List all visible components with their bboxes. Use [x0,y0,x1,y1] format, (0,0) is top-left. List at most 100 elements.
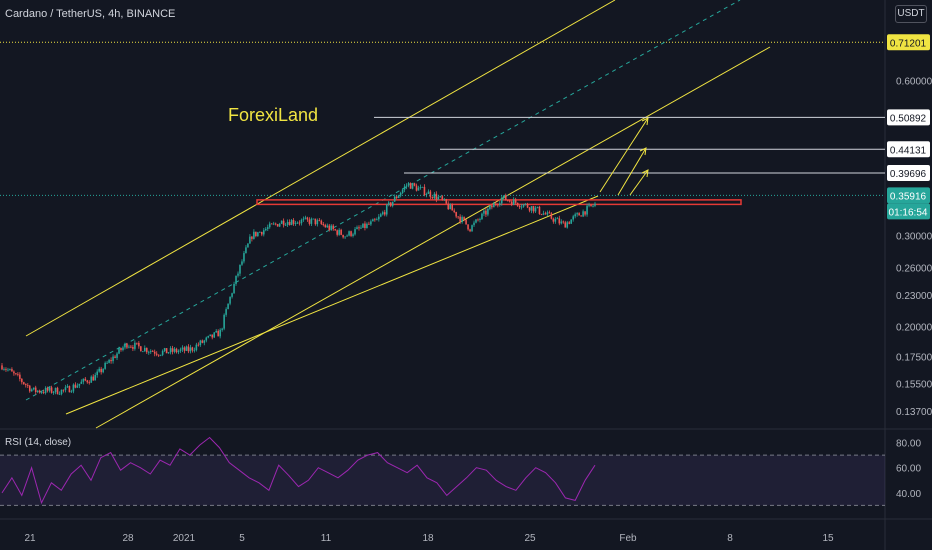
candle-body [419,187,422,188]
channel-lower-line [95,46,771,429]
candle-body [380,214,382,217]
candle-body [100,368,102,373]
candle-body [161,350,164,355]
candle-body [38,390,41,393]
candle-body [463,217,465,220]
rsi-tick-label: 80.00 [896,439,921,450]
candle-body [130,346,132,348]
price-tag-bg [887,164,930,181]
candle-body [389,202,392,206]
candle-body [32,387,35,390]
candle-body [207,335,210,338]
candle-body [552,218,555,222]
candle-body [574,214,576,217]
candle-body [239,264,241,274]
candle-body [122,347,124,350]
candle-body [167,352,170,354]
price-tag-target: 0.44131 [890,145,927,156]
candle-body [241,261,243,265]
candle-body [475,219,477,223]
candle-body [114,356,116,358]
rsi-tick-label: 40.00 [896,489,921,500]
candle-body [72,384,75,392]
candle-body [268,223,271,228]
candle-body [249,236,251,244]
candle-body [262,230,265,235]
x-tick-label: 5 [239,533,245,544]
candle-body [96,371,98,376]
candle-body [169,348,172,353]
y-tick-label: 0.17500 [896,352,932,363]
candle-body [344,236,346,238]
candle-body [368,223,370,225]
projection-arrowhead [639,147,647,156]
candle-body [429,191,432,198]
candle-body [435,193,438,200]
candle-body [423,186,426,195]
candle-body [3,369,5,371]
candle-body [457,216,459,218]
price-tag-bg [887,109,930,126]
candle-body [203,340,206,343]
candle-body [332,225,335,230]
candle-body [461,217,463,222]
candle-body [306,217,309,220]
candle-body [560,221,563,224]
candle-body [159,354,162,356]
candle-body [500,197,503,204]
candle-body [205,337,208,341]
candle-body [98,368,100,372]
candle-body [138,342,140,347]
candle-body [594,203,596,206]
candle-body [209,334,212,336]
candle-body [233,283,235,294]
currency-button[interactable]: USDT [895,5,927,23]
candle-body [322,223,325,226]
candle-body [548,212,551,214]
candle-body [211,334,214,338]
candle-body [294,223,297,224]
candle-body [362,223,364,228]
x-tick-label: 15 [822,533,834,544]
candle-body [126,343,128,348]
candle-body [296,222,299,224]
candle-body [42,392,45,393]
candle-body [417,187,420,191]
candle-body [340,229,342,235]
candle-body [175,348,178,353]
candle-body [592,205,594,207]
candle-body [510,201,513,205]
candle-body [556,218,559,220]
candle-body [360,227,362,229]
candle-body [455,211,457,217]
candle-body [310,218,313,224]
candle-body [46,387,49,391]
candle-body [356,227,358,230]
candle-body [336,230,338,235]
candle-body [473,222,475,226]
candle-body [199,340,202,346]
candle-body [391,201,394,206]
candle-body [407,183,410,186]
candle-body [572,216,574,220]
rsi-tick-label: 60.00 [896,464,921,475]
candle-body [590,204,592,206]
candle-body [90,376,93,383]
candle-body [352,234,354,236]
x-tick-label: 21 [24,533,36,544]
candle-body [78,383,81,386]
candle-body [497,204,499,206]
candle-body [136,342,138,344]
candle-body [570,219,573,224]
candle-body [94,375,97,381]
candle-body [504,195,507,201]
candle-body [421,186,424,188]
candle-body [255,231,257,237]
candle-body [300,219,303,224]
candle-body [415,185,418,191]
candle-body [524,203,527,205]
candle-body [21,378,23,383]
candle-body [30,389,33,392]
candle-body [243,253,245,262]
